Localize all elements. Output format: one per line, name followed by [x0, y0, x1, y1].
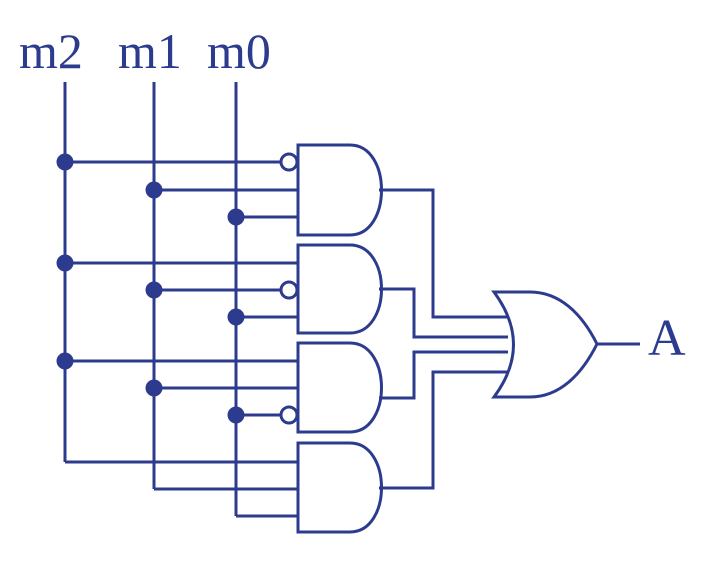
- junction-dot: [145, 181, 163, 199]
- junction-dot: [145, 379, 163, 397]
- junction-dot: [145, 281, 163, 299]
- junction-dot: [56, 352, 74, 370]
- wire-and1-or: [379, 188, 508, 319]
- input-label-m1: m1: [118, 23, 182, 79]
- inverter-bubble-and3-m0: [279, 405, 299, 425]
- and-gate-2: [296, 243, 383, 335]
- inverter-bubble-and1-m2: [279, 152, 299, 172]
- and-gate-4: [296, 441, 383, 534]
- junction-dot: [227, 406, 245, 424]
- or-gate: [491, 290, 599, 399]
- wire-and4-or: [379, 370, 508, 490]
- junction-dot: [56, 254, 74, 272]
- junction-dot: [227, 308, 245, 326]
- junction-dot: [56, 153, 74, 171]
- wire-and3-or: [379, 350, 508, 400]
- input-label-m0: m0: [207, 23, 271, 79]
- output-label-a: A: [648, 310, 686, 367]
- and-gate-3: [296, 341, 383, 434]
- junction-dot: [227, 208, 245, 226]
- input-label-m2: m2: [19, 23, 83, 79]
- inverter-bubble-and2-m0: [279, 280, 299, 300]
- wire-and2-or: [379, 287, 508, 339]
- and-gate-1: [296, 143, 383, 237]
